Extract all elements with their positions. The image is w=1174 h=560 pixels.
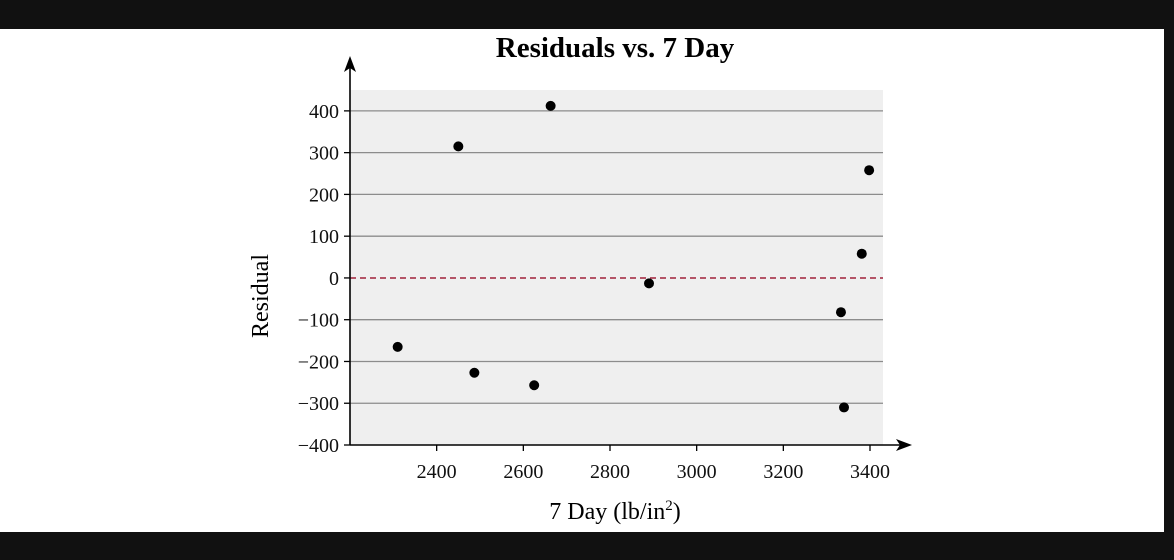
y-tick-label: 0 (329, 268, 339, 290)
x-axis-label-main: 7 Day (lb/in (549, 499, 665, 525)
x-tick-label: 3400 (850, 461, 890, 483)
data-points (392, 100, 875, 413)
x-axis-label: 7 Day (lb/in2) (549, 498, 680, 525)
chart-canvas: 400 300 200 100 0 −100 −200 −300 −400 2400 2600 280… (0, 29, 1164, 532)
data-point (453, 141, 464, 152)
x-axis-label-suffix: ) (673, 499, 681, 525)
y-axis-arrowhead (344, 56, 356, 72)
y-tick-label: −200 (298, 351, 339, 373)
gridlines (350, 110, 883, 404)
y-tick-label: −300 (298, 393, 339, 415)
data-point (864, 165, 875, 176)
x-axis-label-superscript: 2 (665, 498, 673, 514)
x-tick-label: 3200 (763, 461, 803, 483)
y-tick-label: −100 (298, 310, 339, 332)
y-tick-label: 400 (309, 101, 339, 123)
data-point (856, 248, 867, 259)
x-tick-label: 3000 (677, 461, 717, 483)
plot-background (350, 90, 883, 445)
scatter-chart: 400 300 200 100 0 −100 −200 −300 −400 2400 2600 280… (248, 32, 912, 525)
x-tick-label: 2400 (417, 461, 457, 483)
y-tick-label: 300 (309, 143, 339, 165)
data-point (839, 402, 849, 413)
data-point (392, 341, 403, 352)
y-axis-label: Residual (248, 254, 274, 338)
y-tick-label: 200 (309, 184, 339, 206)
data-point (545, 100, 556, 111)
data-point (644, 278, 654, 289)
y-tick-label: −400 (298, 435, 339, 457)
chart-title: Residuals vs. 7 Day (496, 32, 735, 64)
x-tick-label: 2600 (503, 461, 543, 483)
y-tick-label: 100 (309, 226, 339, 248)
axis-ticks: 400 300 200 100 0 −100 −200 −300 −400 2400 2600 280… (298, 101, 890, 483)
x-tick-label: 2800 (590, 461, 630, 483)
data-point (469, 367, 480, 378)
data-point (529, 380, 540, 391)
data-point (835, 307, 846, 318)
x-axis-arrowhead (896, 439, 912, 451)
